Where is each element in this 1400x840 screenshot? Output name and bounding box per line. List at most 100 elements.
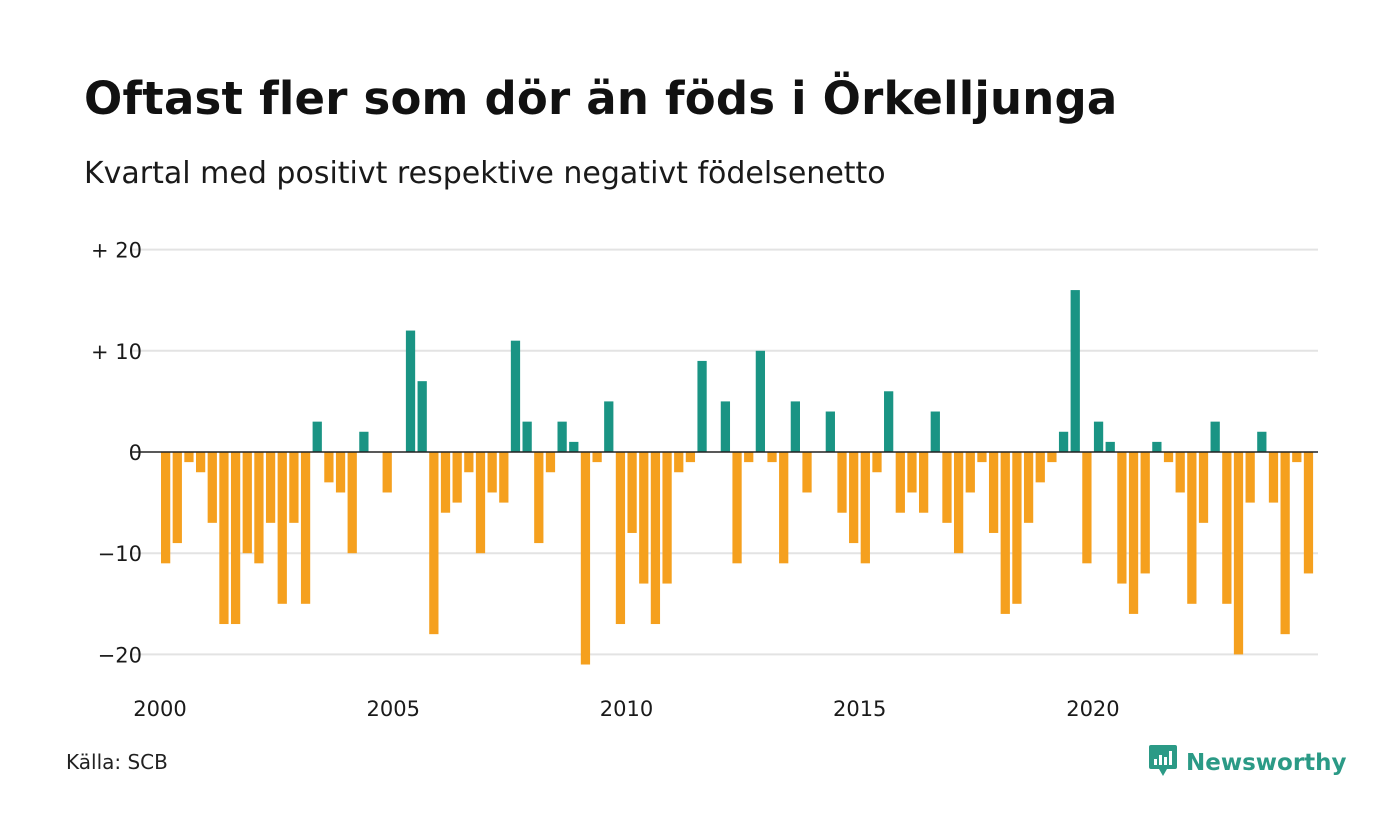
bar <box>359 431 369 452</box>
y-tick-label: −10 <box>98 542 142 566</box>
y-tick-label: + 20 <box>91 239 142 263</box>
bar <box>1093 421 1104 452</box>
bar <box>1175 452 1185 493</box>
bar <box>429 452 439 635</box>
brand-logo[interactable]: Newsworthy <box>1148 744 1347 782</box>
bar <box>487 452 497 493</box>
brand-name: Newsworthy <box>1186 750 1347 776</box>
x-tick-label: 2020 <box>1066 697 1119 721</box>
bar <box>732 452 742 564</box>
bar <box>942 452 952 523</box>
bar <box>639 452 649 584</box>
bar <box>312 421 322 452</box>
bar <box>1198 452 1209 523</box>
bar <box>907 452 917 493</box>
bar <box>382 452 392 493</box>
bar <box>417 381 427 452</box>
bar <box>988 452 999 533</box>
bar <box>324 452 334 483</box>
bar <box>1257 431 1267 452</box>
bar <box>277 452 287 604</box>
bar <box>545 452 556 473</box>
bar <box>627 452 637 533</box>
bar <box>195 452 206 473</box>
bar <box>265 452 276 523</box>
y-tick-label: + 10 <box>91 340 142 364</box>
bar <box>184 452 194 463</box>
bar <box>1245 452 1255 503</box>
bar <box>650 452 661 625</box>
bar <box>930 411 940 452</box>
bar <box>172 452 182 544</box>
y-axis-ticks: + 20 + 10 0 −10 −20 <box>91 239 142 668</box>
bar <box>837 452 847 513</box>
bar <box>977 452 987 463</box>
bar <box>405 330 416 452</box>
bar <box>1128 452 1139 614</box>
bar <box>1280 452 1290 635</box>
bar <box>219 452 229 625</box>
x-tick-label: 2005 <box>367 697 420 721</box>
bar <box>790 401 800 452</box>
bar <box>1303 452 1314 574</box>
bar <box>452 452 462 503</box>
x-axis-ticks: 2000 2005 2010 2015 2020 <box>133 697 1119 721</box>
bar <box>1047 452 1057 463</box>
bar <box>1000 452 1010 614</box>
bar <box>534 452 544 544</box>
bar <box>604 401 614 452</box>
bars <box>161 290 1314 665</box>
bar <box>744 452 754 463</box>
bar <box>895 452 905 513</box>
source-note: Källa: SCB <box>66 750 168 774</box>
bar <box>697 360 707 452</box>
bar <box>347 452 357 554</box>
chart-title: Oftast fler som dör än föds i Örkelljung… <box>84 72 1118 125</box>
bar <box>475 452 486 554</box>
bar <box>161 452 171 564</box>
bar <box>1292 452 1302 463</box>
bar <box>1140 452 1150 574</box>
bar <box>674 452 684 473</box>
bar <box>254 452 264 564</box>
bar <box>965 452 975 493</box>
bar <box>440 452 451 513</box>
bar <box>1268 452 1279 503</box>
bar <box>825 411 835 452</box>
bar <box>207 452 217 523</box>
bar <box>1233 452 1244 655</box>
bar <box>1117 452 1127 584</box>
bar <box>242 452 252 554</box>
bar <box>1023 452 1034 523</box>
bar <box>289 452 299 523</box>
x-tick-label: 2010 <box>600 697 653 721</box>
bar <box>1210 421 1220 452</box>
bar <box>767 452 777 463</box>
bar <box>1187 452 1197 604</box>
bar <box>557 421 567 452</box>
bar <box>1012 452 1022 604</box>
bar <box>755 350 766 452</box>
bar <box>615 452 626 625</box>
bar <box>499 452 509 503</box>
y-tick-label: −20 <box>98 643 142 667</box>
bar <box>1035 452 1045 483</box>
bar <box>580 452 591 665</box>
newsworthy-logo-icon <box>1148 744 1178 782</box>
bar <box>685 452 696 463</box>
bar <box>230 452 241 625</box>
y-tick-label: 0 <box>129 441 142 465</box>
bar <box>1082 452 1092 564</box>
bar <box>919 452 929 513</box>
bar <box>662 452 672 584</box>
bar <box>779 452 789 564</box>
bar <box>1070 290 1080 452</box>
bar <box>953 452 964 554</box>
bar <box>1152 441 1162 452</box>
bar <box>802 452 812 493</box>
bar <box>569 441 579 452</box>
bar-chart: + 20 + 10 0 −10 −20 2000 2005 2010 2015 2020 <box>91 239 1318 721</box>
bar <box>1105 441 1115 452</box>
bar <box>860 452 870 564</box>
bar <box>510 340 521 452</box>
